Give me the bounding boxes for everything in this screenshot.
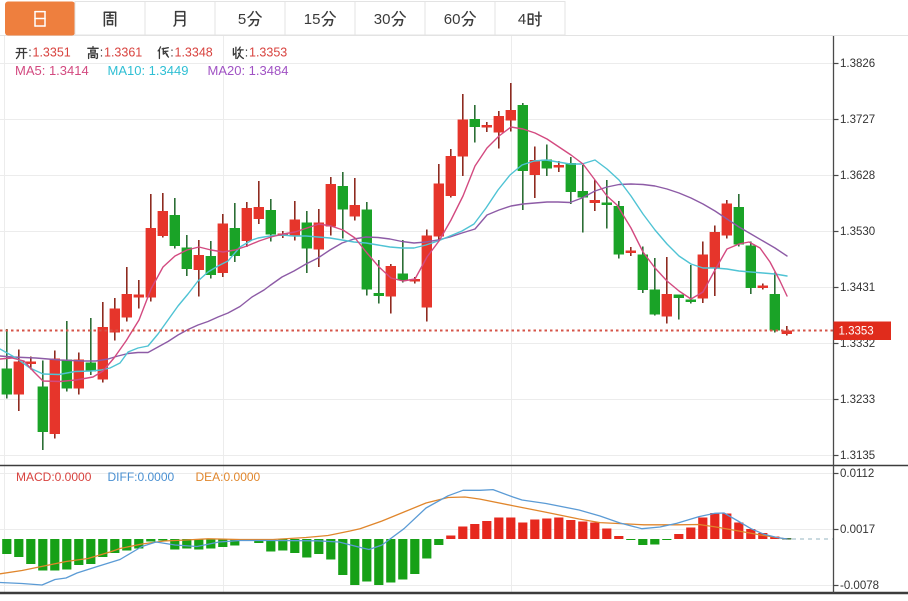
svg-text::: :: [170, 46, 173, 60]
svg-text::: :: [28, 46, 31, 60]
svg-text:1.3353: 1.3353: [839, 326, 874, 338]
svg-text:DIFF:0.0000: DIFF:0.0000: [108, 470, 175, 484]
svg-text:DEA:0.0000: DEA:0.0000: [196, 470, 261, 484]
svg-text::: :: [245, 46, 248, 60]
svg-text:MA20: 1.3484: MA20: 1.3484: [208, 63, 289, 78]
svg-text:1.3135: 1.3135: [840, 450, 875, 462]
svg-text::: :: [100, 46, 103, 60]
svg-text:1.3530: 1.3530: [840, 226, 875, 238]
svg-text:MA5: 1.3414: MA5: 1.3414: [15, 63, 89, 78]
svg-text:1.3826: 1.3826: [840, 58, 875, 70]
svg-text:1.3628: 1.3628: [840, 170, 875, 182]
svg-text:1.3431: 1.3431: [840, 282, 875, 294]
svg-text:1.3348: 1.3348: [175, 46, 213, 60]
svg-text:1.3332: 1.3332: [840, 338, 875, 350]
svg-text:30: 30: [374, 11, 391, 28]
svg-text:1.3351: 1.3351: [33, 46, 71, 60]
svg-text:1.3361: 1.3361: [104, 46, 142, 60]
svg-text:5: 5: [238, 11, 246, 28]
svg-text:15: 15: [304, 11, 321, 28]
svg-text:0.0017: 0.0017: [840, 524, 875, 536]
svg-text:1.3353: 1.3353: [249, 46, 287, 60]
svg-text:-0.0078: -0.0078: [840, 580, 879, 592]
svg-text:60: 60: [444, 11, 461, 28]
svg-text:1.3233: 1.3233: [840, 394, 875, 406]
svg-text:4: 4: [518, 11, 526, 28]
svg-text:MACD:0.0000: MACD:0.0000: [16, 470, 92, 484]
svg-text:0.0112: 0.0112: [840, 468, 874, 480]
svg-text:MA10: 1.3449: MA10: 1.3449: [108, 63, 189, 78]
svg-text:1.3727: 1.3727: [840, 114, 875, 126]
